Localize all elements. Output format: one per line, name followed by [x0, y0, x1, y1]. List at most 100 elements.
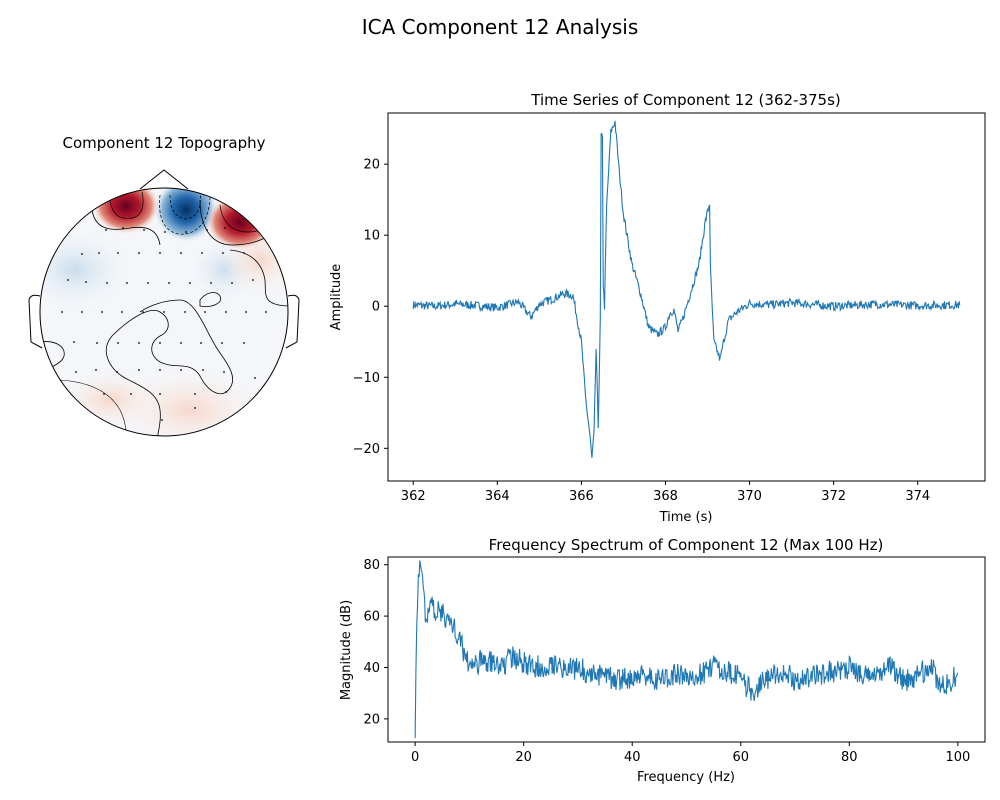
sensor-dot: [61, 311, 63, 313]
time-series-title: Time Series of Component 12 (362-375s): [530, 91, 841, 109]
sensor-dot: [243, 342, 245, 344]
sensor-dot: [223, 371, 225, 373]
sensor-dot: [159, 369, 161, 371]
sensor-dot: [180, 369, 182, 371]
sensor-dot: [245, 311, 247, 313]
spectrum-chart: Frequency Spectrum of Component 12 (Max …: [339, 536, 986, 785]
sensor-dot: [189, 282, 191, 284]
sensor-dot: [117, 342, 119, 344]
y-tick-label: 40: [363, 661, 380, 676]
sensor-dot: [96, 342, 98, 344]
sensor-dot: [225, 391, 227, 393]
spectrum-frame: [387, 556, 986, 743]
sensor-dot: [101, 311, 103, 313]
sensor-dot: [85, 281, 87, 283]
sensor-dot: [122, 227, 124, 229]
sensor-dot: [231, 282, 233, 284]
right-ear-outline: [285, 294, 300, 349]
sensor-dot: [221, 342, 223, 344]
nose-outline: [139, 169, 189, 190]
sensor-dot: [265, 311, 267, 313]
x-tick-label: 366: [569, 489, 594, 504]
topomap-title: Component 12 Topography: [63, 134, 266, 152]
x-tick-label: 80: [841, 750, 858, 765]
sensor-dot: [185, 231, 187, 233]
spectrum-ticks: 0 20 40 60 80 100 20 40 60 80: [363, 558, 970, 765]
sensor-dot: [159, 393, 161, 395]
x-tick-label: 20: [515, 750, 532, 765]
time-series-ylabel: Amplitude: [329, 264, 344, 331]
sensor-dot: [159, 252, 161, 254]
y-tick-label: 20: [363, 712, 380, 727]
spectrum-xlabel: Frequency (Hz): [637, 770, 735, 785]
y-tick-label: 20: [363, 158, 380, 173]
time-series-xlabel: Time (s): [659, 510, 713, 525]
x-tick-label: 370: [737, 489, 762, 504]
sensor-dot: [98, 252, 100, 254]
sensor-dot: [201, 252, 203, 254]
sensor-dot: [180, 342, 182, 344]
left-ear-outline: [28, 294, 43, 349]
y-tick-label: −20: [353, 442, 380, 457]
sensor-dot: [254, 377, 256, 379]
sensor-dot: [130, 393, 132, 395]
sensor-dot: [200, 342, 202, 344]
y-tick-label: 10: [363, 229, 380, 244]
sensor-markers: [61, 227, 267, 421]
time-series-ticks: 362 364 366 368 370 372 374 −20 −10 0 10 20: [353, 158, 931, 504]
topomap-heatmap: [40, 188, 288, 436]
sensor-dot: [204, 311, 206, 313]
x-tick-label: 364: [485, 489, 510, 504]
x-tick-label: 40: [624, 750, 641, 765]
sensor-dot: [168, 282, 170, 284]
x-tick-label: 60: [732, 750, 749, 765]
sensor-dot: [206, 229, 208, 231]
spectrum-title: Frequency Spectrum of Component 12 (Max …: [489, 536, 884, 554]
sensor-dot: [138, 342, 140, 344]
sensor-dot: [202, 369, 204, 371]
sensor-dot: [210, 282, 212, 284]
sensor-dot: [81, 311, 83, 313]
figure-title: ICA Component 12 Analysis: [362, 15, 639, 39]
topomap: Component 12 Topography: [28, 134, 300, 437]
sensor-dot: [117, 252, 119, 254]
x-tick-label: 374: [905, 489, 930, 504]
x-tick-label: 0: [411, 750, 419, 765]
sensor-dot: [225, 311, 227, 313]
time-series-frame: [387, 112, 986, 482]
time-series-line: [412, 120, 961, 458]
y-tick-label: 80: [363, 558, 380, 573]
sensor-dot: [252, 279, 254, 281]
sensor-dot: [75, 371, 77, 373]
sensor-dot: [142, 311, 144, 313]
sensor-dot: [194, 393, 196, 395]
time-series-chart: Time Series of Component 12 (362-375s) 3…: [329, 91, 986, 525]
sensor-dot: [243, 252, 245, 254]
sensor-dot: [103, 393, 105, 395]
spectrum-ylabel: Magnitude (dB): [339, 600, 354, 700]
sensor-dot: [164, 231, 166, 233]
sensor-dot: [138, 252, 140, 254]
sensor-dot: [105, 229, 107, 231]
sensor-dot: [95, 369, 97, 371]
head-outline: [39, 187, 289, 437]
sensor-dot: [159, 342, 161, 344]
x-tick-label: 372: [821, 489, 846, 504]
sensor-dot: [161, 419, 163, 421]
sensor-dot: [184, 311, 186, 313]
sensor-dot: [138, 369, 140, 371]
sensor-dot: [180, 252, 182, 254]
sensor-dot: [163, 311, 165, 313]
sensor-dot: [224, 227, 226, 229]
y-tick-label: 0: [372, 300, 380, 315]
sensor-dot: [121, 311, 123, 313]
sensor-dot: [73, 341, 75, 343]
sensor-dot: [106, 282, 108, 284]
sensor-dot: [116, 371, 118, 373]
sensor-dot: [126, 282, 128, 284]
sensor-dot: [67, 279, 69, 281]
spectrum-line: [414, 560, 959, 739]
sensor-dot: [147, 282, 149, 284]
y-tick-label: 60: [363, 610, 380, 625]
